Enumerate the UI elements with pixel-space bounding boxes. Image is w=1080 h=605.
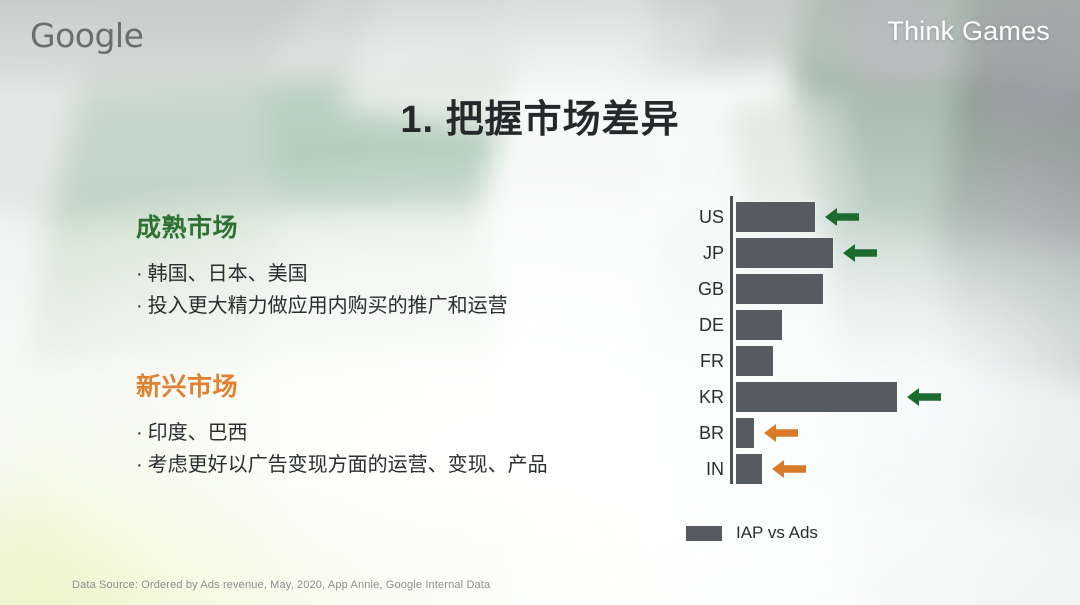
bar-category-label: KR: [698, 386, 724, 407]
list-item: · 韩国、日本、美国: [136, 258, 656, 290]
bar-category-label: US: [698, 206, 724, 227]
arrow-left-icon: [906, 388, 941, 406]
legend-label: IAP vs Ads: [736, 523, 818, 542]
chart-legend: IAP vs Ads: [686, 523, 818, 543]
bar-row: BR: [672, 418, 1012, 448]
list-item-label: 考虑更好以广告变现方面的运营、变现、产品: [147, 454, 548, 477]
bar: [736, 274, 823, 304]
list-item: · 印度、巴西: [136, 417, 656, 449]
bar: [736, 238, 833, 268]
bullet-marker-icon: ·: [136, 295, 143, 318]
bar: [736, 382, 897, 412]
page-title: 1. 把握市场差异: [400, 99, 680, 141]
bullet-marker-icon: ·: [136, 421, 143, 444]
bar: [736, 202, 816, 232]
bullet-marker-icon: ·: [136, 263, 143, 285]
content-column: 成熟市场 · 韩国、日本、美国 · 投入更大精力做应用内购买的推广和运营 新兴市…: [136, 208, 656, 526]
list-item: · 考虑更好以广告变现方面的运营、变现、产品: [136, 449, 656, 481]
list-item: · 投入更大精力做应用内购买的推广和运营: [136, 290, 656, 322]
bar-category-label: JP: [702, 242, 724, 263]
section-mature-markets: 成熟市场 · 韩国、日本、美国 · 投入更大精力做应用内购买的推广和运营: [136, 208, 656, 323]
arrow-left-icon: [764, 424, 799, 442]
list-item-label: 韩国、日本、美国: [147, 263, 308, 285]
arrow-left-icon: [825, 208, 860, 226]
background-top-shade: [0, 0, 1080, 96]
bar-chart-rows: US JP GB DE FR KR BR IN: [672, 196, 1012, 484]
bar-row: FR: [672, 346, 1012, 376]
chart-axis-line: [730, 196, 733, 484]
list-item-label: 投入更大精力做应用内购买的推广和运营: [147, 295, 508, 318]
bar-row: US: [672, 202, 1012, 232]
bar-chart: US JP GB DE FR KR BR IN: [672, 196, 1012, 506]
bar: [736, 346, 774, 376]
list-item-label: 印度、巴西: [147, 421, 248, 444]
bar: [736, 418, 755, 448]
section-bullet-list: · 韩国、日本、美国 · 投入更大精力做应用内购买的推广和运营: [136, 258, 656, 323]
google-logo: Google: [30, 16, 144, 55]
bar-category-label: IN: [706, 458, 724, 479]
bar-row: KR: [672, 382, 1012, 412]
legend-swatch: [686, 525, 722, 541]
bar-category-label: FR: [700, 350, 724, 371]
bar-row: DE: [672, 310, 1012, 340]
arrow-left-icon: [842, 244, 877, 262]
bar-row: IN: [672, 454, 1012, 484]
bar-category-label: DE: [698, 314, 724, 335]
bar: [736, 454, 762, 484]
bar: [736, 310, 782, 340]
bullet-marker-icon: ·: [136, 454, 143, 477]
section-heading: 成熟市场: [136, 214, 239, 242]
bar-category-label: BR: [698, 422, 724, 443]
bar-row: JP: [672, 238, 1012, 268]
arrow-left-icon: [771, 460, 806, 478]
section-emerging-markets: 新兴市场 · 印度、巴西 · 考虑更好以广告变现方面的运营、变现、产品: [136, 367, 656, 482]
data-source-footer: Data Source: Ordered by Ads revenue, May…: [72, 579, 491, 591]
bar-category-label: GB: [697, 278, 724, 299]
section-bullet-list: · 印度、巴西 · 考虑更好以广告变现方面的运营、变现、产品: [136, 417, 656, 482]
think-games-brand: Think Games: [887, 16, 1050, 46]
section-heading: 新兴市场: [136, 372, 239, 401]
bar-row: GB: [672, 274, 1012, 304]
